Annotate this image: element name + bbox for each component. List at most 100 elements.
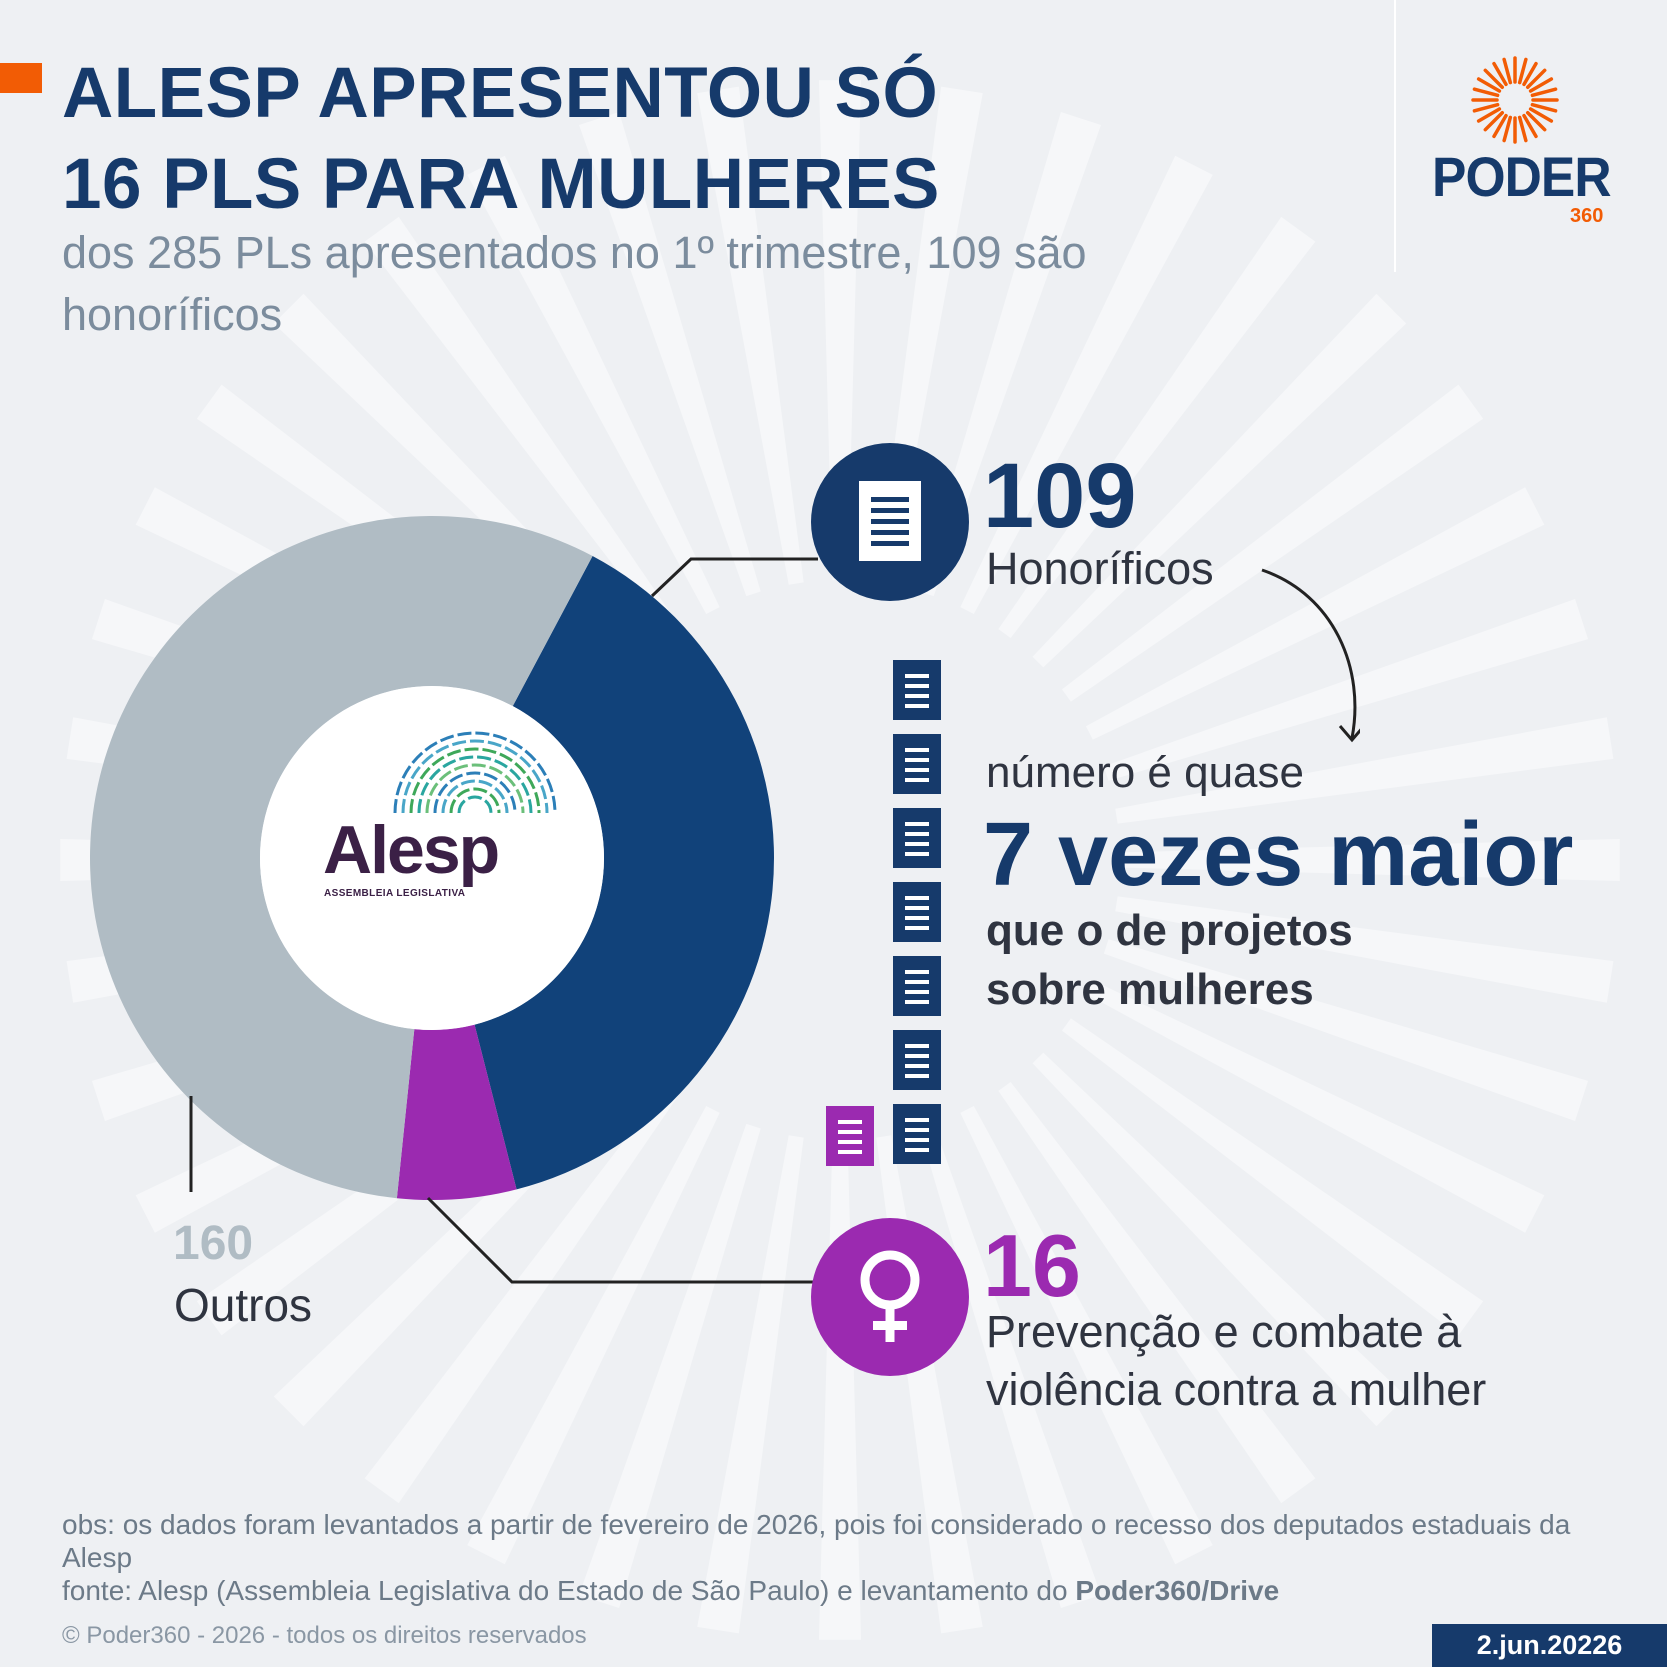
document-stack — [893, 660, 945, 1178]
honorificos-value: 109 — [983, 445, 1137, 547]
obs-note: obs: os dados foram levantados a partir … — [62, 1509, 1571, 1573]
source-note: fonte: Alesp (Assembleia Legislativa do … — [62, 1575, 1076, 1606]
background-ray — [919, 1123, 1101, 1609]
sun-ray — [1517, 115, 1528, 143]
fingerprint-ring — [417, 755, 533, 814]
sun-ray — [1476, 107, 1502, 123]
comparison-intro: número é quase — [986, 748, 1304, 797]
fingerprint-ring — [425, 763, 525, 814]
fingerprint-ring — [433, 771, 517, 814]
sun-icon — [1471, 56, 1559, 144]
header-divider — [1394, 0, 1396, 272]
document-icon — [893, 660, 941, 720]
document-icon — [893, 1104, 941, 1164]
document-icon — [893, 808, 941, 868]
sun-ray — [1528, 77, 1554, 93]
outros-value: 160 — [173, 1217, 254, 1270]
fingerprint-ring — [441, 779, 509, 814]
background-ray — [1103, 599, 1589, 781]
outros-label: Outros — [174, 1279, 313, 1331]
background-ray — [1103, 939, 1589, 1121]
sun-ray — [1483, 68, 1505, 90]
sun-ray — [1492, 61, 1508, 87]
comparison-tail-2: sobre mulheres — [986, 965, 1314, 1014]
background-ray — [467, 1105, 720, 1565]
sun-ray — [1522, 113, 1538, 139]
document-icon — [893, 1030, 941, 1090]
leader-line-mulheres — [426, 1196, 818, 1284]
document-icon — [893, 956, 941, 1016]
mulheres-value: 16 — [983, 1216, 1081, 1315]
mulheres-label-1: Prevenção e combate à — [986, 1306, 1462, 1357]
source-bold: Poder360/Drive — [1075, 1575, 1280, 1606]
purple-document-icon — [826, 1106, 874, 1166]
sun-ray — [1517, 57, 1528, 85]
background-ray — [1061, 1018, 1484, 1336]
background-ray — [998, 216, 1316, 639]
sun-ray — [1502, 57, 1513, 85]
sun-ray — [1530, 102, 1558, 113]
sun-ray — [1525, 68, 1547, 90]
background-ray — [467, 155, 720, 615]
sun-ray — [1522, 61, 1538, 87]
sun-ray — [1472, 102, 1500, 113]
document-icon — [811, 443, 969, 601]
accent-bar — [0, 63, 42, 93]
background-ray — [697, 86, 804, 585]
date-badge: 2.jun.20226 — [1432, 1624, 1667, 1667]
background-ray — [579, 111, 761, 597]
comparison-tail-1: que o de projetos — [986, 906, 1353, 955]
background-ray — [1115, 896, 1614, 1003]
background-ray — [1061, 384, 1484, 702]
background-ray — [1032, 1052, 1407, 1427]
document-icon — [893, 734, 941, 794]
logo-number: 360 — [1570, 205, 1604, 227]
background-ray — [579, 1123, 761, 1609]
sun-ray — [1525, 110, 1547, 132]
background-ray — [1032, 293, 1407, 668]
background-ray — [1085, 487, 1545, 740]
fingerprint-ring — [409, 747, 541, 814]
title-line-2: 16 PLS PARA MULHERES — [62, 145, 940, 224]
donut-hole — [260, 686, 604, 1030]
background-ray — [919, 111, 1101, 597]
background-ray — [697, 1135, 804, 1634]
page-title: ALESP APRESENTOU SÓ 16 PLS PARA MULHERES — [62, 48, 940, 230]
logo-wordmark: PODER — [1432, 145, 1612, 208]
slice-outros — [90, 516, 593, 1199]
fingerprint-ring — [457, 795, 493, 814]
alesp-logo-word: Alesp — [323, 812, 500, 888]
leader-line-honorificos — [650, 557, 818, 598]
curved-arrow-icon — [1261, 568, 1360, 743]
background-ray — [1119, 838, 1620, 882]
sun-ray — [1483, 110, 1505, 132]
title-line-1: ALESP APRESENTOU SÓ — [62, 54, 939, 133]
sun-ray — [1528, 107, 1554, 123]
honorificos-label: Honoríficos — [986, 543, 1214, 594]
background-ray — [1115, 717, 1614, 824]
fingerprint-ring — [393, 731, 557, 814]
alesp-fingerprint-icon — [393, 731, 557, 814]
poder360-logo: PODER 360 — [1420, 55, 1620, 235]
background-ray — [1085, 980, 1545, 1233]
sun-ray — [1530, 87, 1558, 98]
background-ray — [364, 216, 682, 639]
mulheres-label-2: violência contra a mulher — [986, 1364, 1487, 1415]
sun-ray — [1476, 77, 1502, 93]
document-icon — [893, 882, 941, 942]
slice-mulheres — [396, 1024, 517, 1201]
background-ray — [960, 155, 1213, 615]
fingerprint-ring — [449, 787, 501, 814]
alesp-logo-subtitle: ASSEMBLEIA LEGISLATIVA — [324, 888, 466, 899]
sun-ray — [1492, 113, 1508, 139]
background-ray — [364, 1081, 682, 1504]
background-ray — [998, 1081, 1316, 1504]
female-symbol-icon — [811, 1218, 969, 1376]
background-ray — [960, 1105, 1213, 1565]
fingerprint-ring — [401, 739, 549, 814]
comparison-headline: 7 vezes maior — [983, 805, 1574, 905]
sun-ray — [1502, 115, 1513, 143]
copyright: © Poder360 - 2026 - todos os direitos re… — [62, 1622, 587, 1649]
footer-note: obs: os dados foram levantados a partir … — [62, 1508, 1582, 1607]
